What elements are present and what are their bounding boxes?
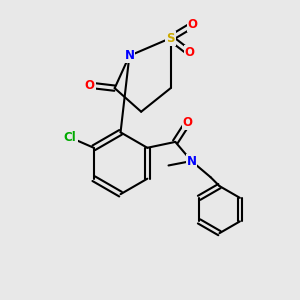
Text: N: N — [124, 49, 134, 62]
Text: N: N — [187, 154, 196, 167]
Text: O: O — [185, 46, 195, 59]
Text: O: O — [188, 18, 198, 32]
Text: O: O — [85, 79, 94, 92]
Text: O: O — [183, 116, 193, 129]
Text: S: S — [167, 32, 175, 45]
Text: Cl: Cl — [64, 131, 76, 144]
